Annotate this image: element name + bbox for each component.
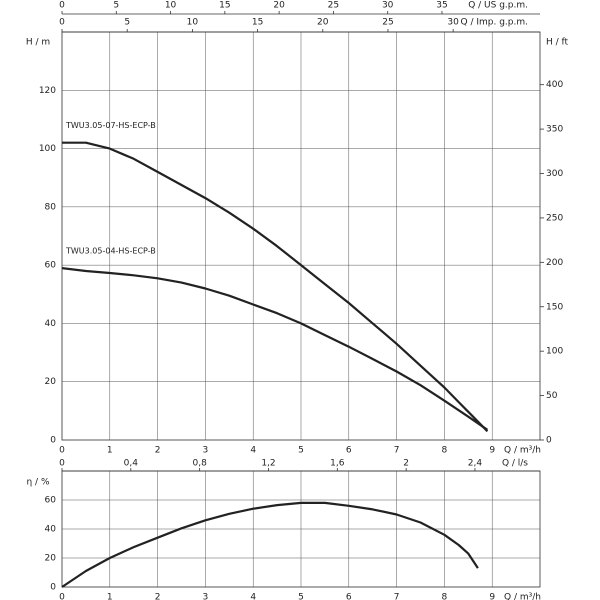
curve-label: TWU3.05-04-HS-ECP-B: [65, 247, 156, 256]
y-axis-label: η / %: [26, 478, 49, 488]
top-tick-label: 25: [382, 18, 393, 28]
y2-tick-label: 150: [546, 302, 563, 312]
x-tick-label: 5: [298, 593, 304, 600]
y-tick-label: 60: [45, 496, 57, 506]
x-tick-label: 0: [59, 446, 65, 456]
y-tick-label: 60: [45, 261, 57, 271]
curve-label: TWU3.05-07-HS-ECP-B: [65, 121, 156, 130]
x-axis-label: Q / m³/h: [504, 593, 541, 600]
y-tick-label: 120: [39, 86, 56, 96]
top-tick-label: 20: [317, 18, 329, 28]
y2-tick-label: 200: [546, 258, 563, 268]
top-tick-label: 20: [273, 1, 285, 11]
y-tick-label: 100: [39, 144, 56, 154]
y2-tick-label: 350: [546, 125, 563, 135]
top-tick-label: 2,4: [468, 459, 483, 469]
top-axis-label: Q / l/s: [502, 459, 528, 469]
x-tick-label: 4: [250, 593, 256, 600]
x-tick-label: 2: [155, 593, 161, 600]
x-tick-label: 6: [346, 593, 352, 600]
top-tick-label: 35: [436, 1, 447, 11]
x-tick-label: 5: [298, 446, 304, 456]
top-tick-label: 15: [252, 18, 263, 28]
x-axis-label: Q / m³/h: [504, 446, 541, 456]
top-tick-label: 0,4: [124, 459, 139, 469]
top-tick-label: 1,6: [330, 459, 345, 469]
x-tick-label: 7: [394, 593, 400, 600]
top-tick-label: 0: [59, 18, 65, 28]
top-tick-label: 5: [113, 1, 119, 11]
top-tick-label: 30: [447, 18, 459, 28]
top-tick-label: 10: [187, 18, 199, 28]
top-tick-label: 0: [59, 459, 65, 469]
top-tick-label: 15: [219, 1, 230, 11]
y2-tick-label: 300: [546, 169, 563, 179]
y-axis-label: H / m: [26, 38, 50, 48]
x-tick-label: 7: [394, 446, 400, 456]
top-axis-label: Q / US g.p.m.: [468, 1, 528, 11]
top-tick-label: 1,2: [261, 459, 275, 469]
x-tick-label: 2: [155, 446, 161, 456]
y-tick-label: 40: [45, 319, 57, 329]
x-tick-label: 3: [203, 593, 209, 600]
curve: [62, 141, 489, 433]
x-tick-label: 9: [489, 446, 495, 456]
curve: [61, 267, 489, 431]
y2-tick-label: 50: [546, 391, 558, 401]
x-tick-label: 1: [107, 446, 113, 456]
top-axis-label: Q / Imp. g.p.m.: [461, 18, 528, 28]
top-tick-label: 0: [59, 1, 65, 11]
y-tick-label: 20: [45, 377, 57, 387]
y-tick-label: 0: [50, 436, 56, 446]
y-tick-label: 80: [45, 202, 57, 212]
y2-tick-label: 100: [546, 347, 563, 357]
curve: [61, 501, 479, 588]
top-tick-label: 0,8: [192, 459, 207, 469]
x-tick-label: 0: [59, 593, 65, 600]
x-tick-label: 1: [107, 593, 113, 600]
x-tick-label: 9: [489, 593, 495, 600]
x-tick-label: 3: [203, 446, 209, 456]
top-tick-label: 10: [165, 1, 177, 11]
y-tick-label: 40: [45, 525, 57, 535]
top-tick-label: 5: [124, 18, 130, 28]
y-tick-label: 20: [45, 554, 57, 564]
y2-tick-label: 0: [546, 436, 552, 446]
y2-tick-label: 250: [546, 213, 563, 223]
x-tick-label: 4: [250, 446, 256, 456]
x-tick-label: 8: [442, 593, 448, 600]
y2-tick-label: 400: [546, 80, 563, 90]
y2-axis-label: H / ft: [546, 38, 569, 48]
top-tick-label: 30: [382, 1, 394, 11]
top-tick-label: 25: [328, 1, 339, 11]
y-tick-label: 0: [50, 583, 56, 593]
x-tick-label: 6: [346, 446, 352, 456]
x-tick-label: 8: [442, 446, 448, 456]
top-tick-label: 2: [403, 459, 409, 469]
